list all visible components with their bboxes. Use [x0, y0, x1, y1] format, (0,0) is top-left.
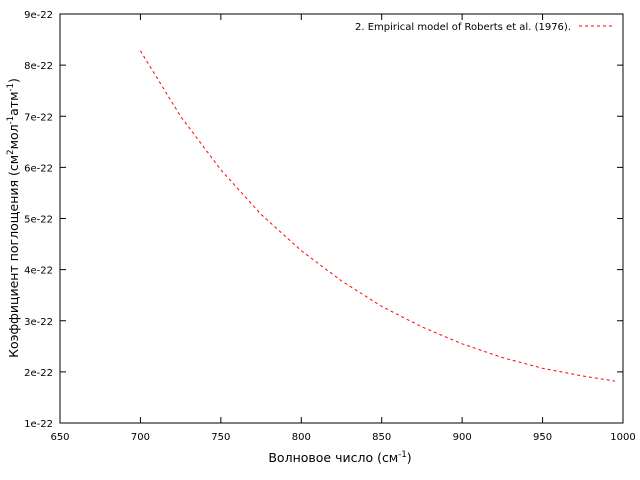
x-axis-title-base: Волновое число (см — [268, 450, 398, 465]
y-tick-label: 5e-22 — [24, 215, 53, 226]
x-axis-title: Волновое число (см-1) — [268, 450, 411, 465]
y-axis-title: Коэффициент поглощения (см2мол-1атм-1) — [6, 78, 21, 358]
x-axis-ticks: 650 700 750 800 850 900 950 1000 — [50, 14, 636, 443]
legend: 2. Empirical model of Roberts et al. (19… — [355, 22, 612, 33]
y-tick-label: 2e-22 — [24, 368, 53, 379]
x-axis-title-tail: ) — [407, 450, 412, 465]
series-line — [139, 50, 616, 382]
x-axis-title-sup: -1 — [398, 450, 406, 460]
y-tick-label: 3e-22 — [24, 317, 53, 328]
x-tick-label: 700 — [131, 432, 150, 443]
x-tick-label: 1000 — [610, 432, 635, 443]
y-axis-title-sup1: 2 — [6, 149, 16, 154]
x-tick-label: 750 — [211, 432, 230, 443]
y-tick-label: 9e-22 — [24, 10, 53, 21]
y-tick-label: 8e-22 — [24, 61, 53, 72]
y-tick-label: 1e-22 — [24, 419, 53, 430]
y-tick-label: 6e-22 — [24, 163, 53, 174]
plot-frame — [59, 13, 624, 424]
x-tick-label: 800 — [292, 432, 311, 443]
y-axis-title-part4: ) — [6, 78, 21, 83]
y-axis-title-part1: Коэффициент поглощения (см — [6, 155, 21, 358]
x-tick-label: 900 — [453, 432, 472, 443]
y-tick-label: 7e-22 — [24, 112, 53, 123]
x-tick-label: 950 — [533, 432, 552, 443]
x-tick-label: 650 — [50, 432, 69, 443]
legend-label: 2. Empirical model of Roberts et al. (19… — [355, 22, 571, 33]
y-axis-title-part3: атм — [6, 91, 21, 115]
y-tick-label: 4e-22 — [24, 266, 53, 277]
y-axis-title-sup3: -1 — [6, 83, 16, 91]
y-axis-title-part2: мол — [6, 124, 21, 149]
y-axis-title-sup2: -1 — [6, 116, 16, 124]
y-axis-ticks: 1e-22 2e-22 3e-22 4e-22 5e-22 6e-22 7e-22 8e-22… — [24, 10, 623, 430]
series-layer — [139, 50, 616, 382]
x-tick-label: 850 — [372, 432, 391, 443]
